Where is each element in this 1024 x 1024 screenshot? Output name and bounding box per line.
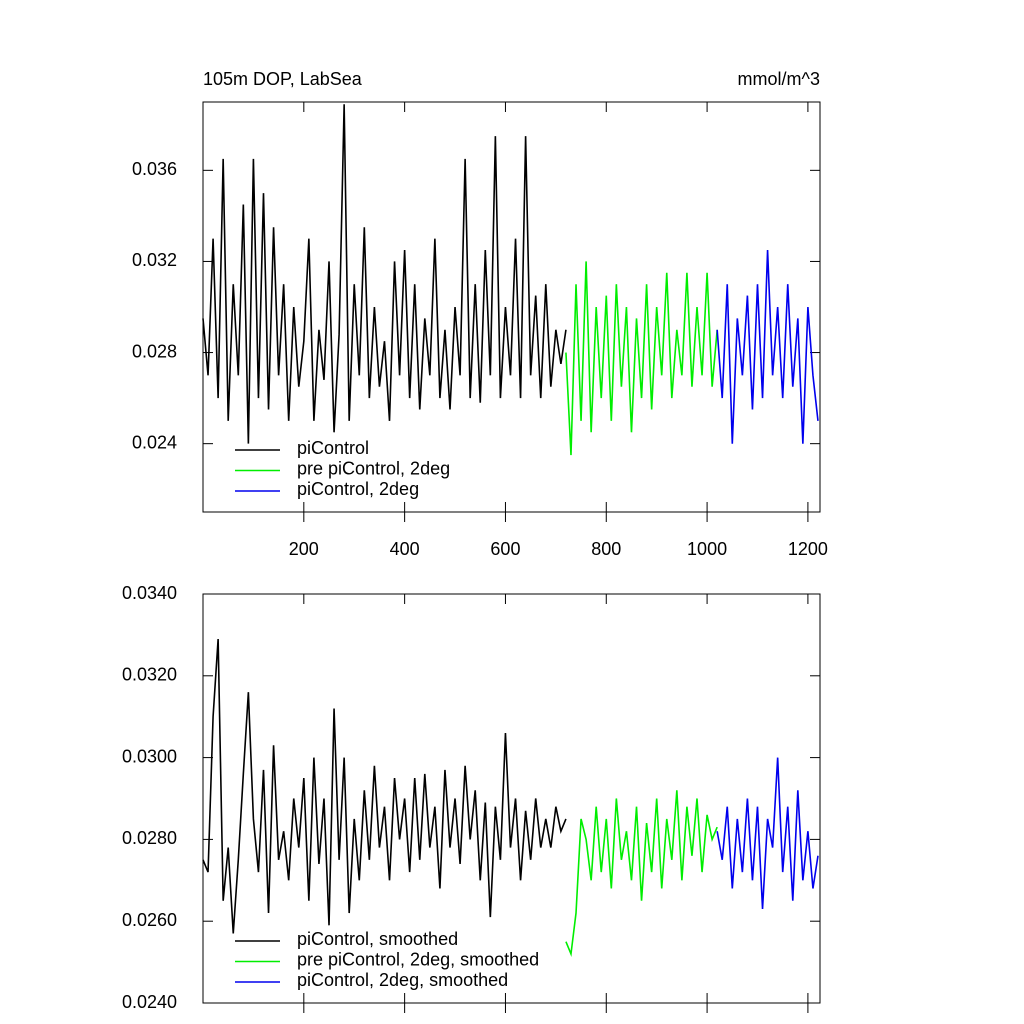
data-line [716, 250, 819, 444]
y-tick-label: 0.0300 [122, 746, 177, 766]
x-tick-label: 800 [591, 539, 621, 559]
x-tick-label: 1000 [687, 539, 727, 559]
legend-label: piControl, 2deg, smoothed [297, 970, 508, 990]
data-line [202, 638, 567, 934]
legend-label: piControl, 2deg [297, 479, 419, 499]
y-tick-label: 0.036 [132, 159, 177, 179]
data-line [202, 104, 567, 444]
x-tick-label: 600 [490, 539, 520, 559]
y-tick-label: 0.0240 [122, 992, 177, 1012]
legend-label: piControl [297, 438, 369, 458]
x-tick-label: 1200 [788, 539, 828, 559]
unit-label: mmol/m^3 [738, 69, 820, 89]
legend-label: piControl, smoothed [297, 929, 458, 949]
legend-label: pre piControl, 2deg, smoothed [297, 949, 539, 969]
y-tick-label: 0.024 [132, 432, 177, 452]
y-tick-label: 0.032 [132, 250, 177, 270]
chart-title: 105m DOP, LabSea [203, 69, 363, 89]
data-line [565, 261, 718, 456]
x-tick-label: 400 [390, 539, 420, 559]
x-tick-label: 200 [289, 539, 319, 559]
y-tick-label: 0.0340 [122, 583, 177, 603]
y-tick-label: 0.0320 [122, 665, 177, 685]
data-line [716, 757, 819, 909]
y-tick-label: 0.028 [132, 341, 177, 361]
y-tick-label: 0.0280 [122, 828, 177, 848]
data-line [565, 790, 718, 958]
legend-label: pre piControl, 2deg [297, 458, 450, 478]
plot-frame [202, 101, 821, 513]
plot-frame [202, 593, 821, 1004]
y-tick-label: 0.0260 [122, 910, 177, 930]
